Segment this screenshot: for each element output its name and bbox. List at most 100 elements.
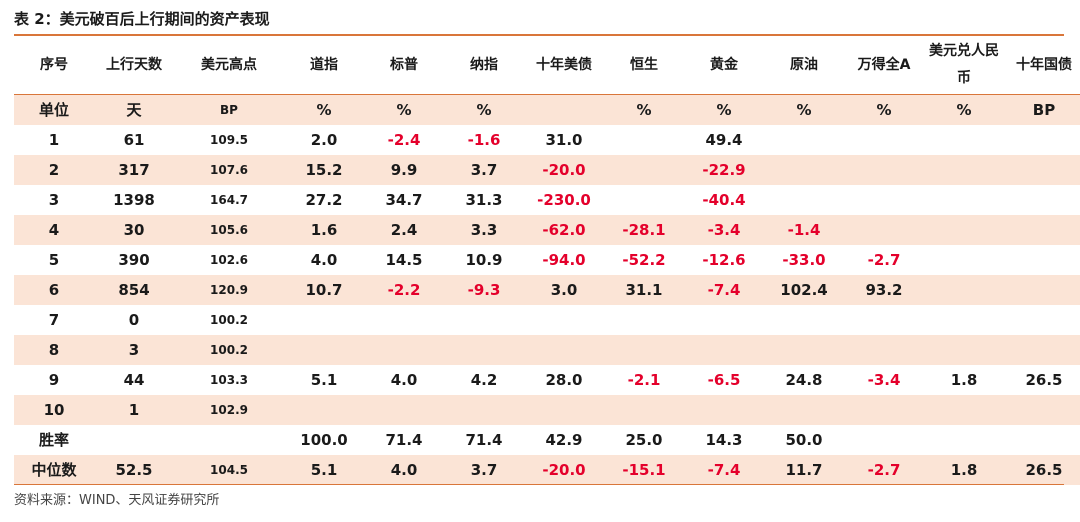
table-cell: 120.9: [210, 282, 248, 297]
table-cell: 3.7: [470, 160, 498, 179]
table-cell: 317: [118, 160, 150, 179]
table-cell: 4.0: [310, 250, 338, 269]
win-rate-row: 胜率 100.0 71.4 71.4 42.9 25.0 14.3 50.0: [14, 425, 1080, 455]
table-cell: 71.4: [385, 430, 423, 449]
table-cell: 28.0: [545, 370, 583, 389]
table-cell: [174, 425, 284, 455]
table-cell: [684, 305, 764, 335]
table-cell: [364, 335, 444, 365]
column-header: 万得全A: [857, 56, 911, 73]
table-cell: 24.8: [785, 370, 823, 389]
table-cell: [1004, 275, 1080, 305]
table-row: 10 1 102.9: [14, 394, 1080, 425]
table-cell: 4.0: [390, 370, 418, 389]
table-cell: 10.9: [465, 250, 503, 269]
table-cell: [1004, 335, 1080, 365]
table-cell: 44: [123, 370, 145, 389]
column-header: 十年国债: [1016, 56, 1072, 73]
table-cell: -2.4: [387, 130, 421, 149]
table-row: 1 61 109.5 2.0 -2.4 -1.6 31.0 49.4: [14, 125, 1080, 155]
table-cell: -2.7: [867, 460, 901, 479]
table-cell: [444, 305, 524, 335]
table-cell: 10: [43, 400, 65, 419]
table-cell: -1.4: [787, 220, 821, 239]
table-cell: [764, 185, 844, 215]
table-cell: [844, 215, 924, 245]
table-cell: [684, 335, 764, 365]
table-cell: 4.2: [470, 370, 498, 389]
table-cell: 7: [48, 310, 60, 329]
table-cell: 1.8: [950, 460, 978, 479]
table-cell: 1: [48, 130, 60, 149]
table-cell: 26.5: [1025, 460, 1063, 479]
table-cell: [764, 155, 844, 185]
table-cell: %: [764, 94, 844, 125]
table-cell: -7.4: [707, 460, 741, 479]
table-cell: [604, 185, 684, 215]
table-cell: %: [684, 94, 764, 125]
table-cell: BP: [174, 94, 284, 125]
table-cell: 50.0: [785, 430, 823, 449]
table-cell: -12.6: [702, 250, 746, 269]
table-row: 3 1398 164.7 27.2 34.7 31.3 -230.0 -40.4: [14, 185, 1080, 215]
table-cell: 26.5: [1025, 370, 1063, 389]
table-cell: 6: [48, 280, 60, 299]
table-cell: -20.0: [542, 460, 586, 479]
table-cell: [604, 155, 684, 185]
table-cell: -7.4: [707, 280, 741, 299]
table-cell: 49.4: [705, 130, 743, 149]
table-cell: 42.9: [545, 430, 583, 449]
table-cell: %: [444, 94, 524, 125]
table-cell: BP: [1004, 94, 1080, 125]
table-cell: [924, 245, 1004, 275]
table-cell: [1004, 395, 1080, 425]
table-cell: [1004, 305, 1080, 335]
table-cell: [364, 305, 444, 335]
table-cell: [524, 94, 604, 125]
table-cell: 9: [48, 370, 60, 389]
table-cell: 71.4: [465, 430, 503, 449]
table-cell: [844, 305, 924, 335]
table-cell: 31.1: [625, 280, 663, 299]
table-cell: [604, 395, 684, 425]
table-cell: [844, 125, 924, 155]
table-cell: 15.2: [305, 160, 343, 179]
table-cell: 5.1: [310, 370, 338, 389]
table-cell: [1004, 425, 1080, 455]
table-cell: 0: [128, 310, 140, 329]
table-cell: 102.6: [210, 252, 248, 267]
table-cell: 中位数: [31, 461, 77, 479]
table-cell: %: [844, 94, 924, 125]
table-cell: %: [604, 94, 684, 125]
table-cell: 34.7: [385, 190, 423, 209]
column-header: 序号: [40, 56, 68, 73]
table-row: 7 0 100.2: [14, 305, 1080, 335]
table-cell: [444, 395, 524, 425]
table-cell: -40.4: [702, 190, 746, 209]
table-cell: [844, 335, 924, 365]
table-title: 表 2：美元破百后上行期间的资产表现: [14, 10, 270, 28]
table-cell: [924, 395, 1004, 425]
table-cell: [524, 335, 604, 365]
table-cell: 31.0: [545, 130, 583, 149]
table-cell: 1.8: [950, 370, 978, 389]
table-cell: 14.5: [385, 250, 423, 269]
table-cell: 3: [48, 190, 60, 209]
table-row: 5 390 102.6 4.0 14.5 10.9 -94.0 -52.2 -12.6 -33.0…: [14, 245, 1080, 275]
table-cell: 61: [123, 130, 145, 149]
table-cell: -15.1: [622, 460, 666, 479]
table-cell: 52.5: [115, 460, 153, 479]
table-cell: 14.3: [705, 430, 743, 449]
table-cell: 164.7: [210, 192, 248, 207]
table-cell: 4.0: [390, 460, 418, 479]
table-row: 6 854 120.9 10.7 -2.2 -9.3 3.0 31.1 -7.4 102.4 93.…: [14, 274, 1080, 305]
table-cell: -20.0: [542, 160, 586, 179]
table-cell: 3: [128, 340, 140, 359]
table-cell: [764, 335, 844, 365]
table-body: 单位天 BP%%%%%%%% BP 1 61 109.5 2.0 -2.4 -1.6 31.0 49…: [14, 94, 1080, 485]
table-cell: 2.0: [310, 130, 338, 149]
table-cell: [1004, 245, 1080, 275]
table-cell: 5: [48, 250, 60, 269]
header-row: 序号 上行天数 美元高点 道指 标普 纳指 十年美债 恒生 黄金 原油 万得全A 美元兑人民币 十年国债: [14, 36, 1080, 95]
